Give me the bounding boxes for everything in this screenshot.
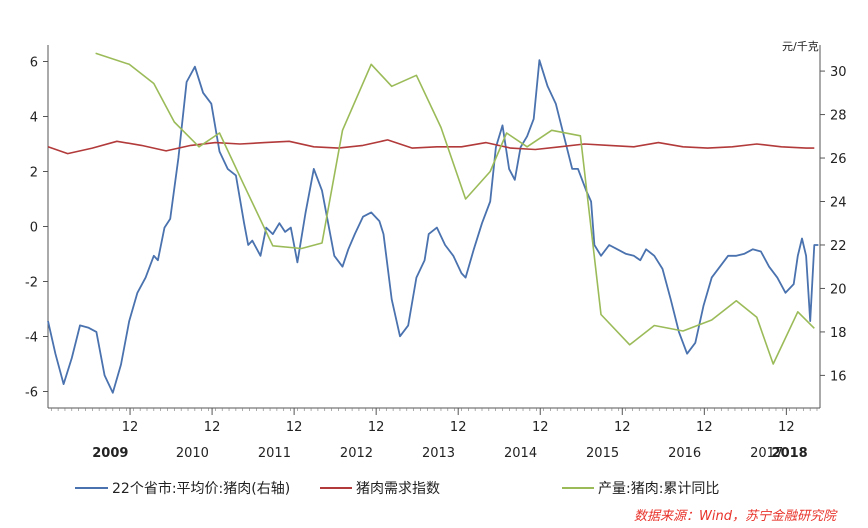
right-tick-label: 28 xyxy=(830,109,847,124)
right-tick-label: 30 xyxy=(830,65,847,80)
x-year-label: 2016 xyxy=(668,446,701,461)
x-month-label: 12 xyxy=(286,420,303,435)
series-line-2 xyxy=(47,139,815,155)
left-tick-label: 4 xyxy=(30,111,38,126)
x-month-label: 12 xyxy=(204,420,221,435)
axes-layer xyxy=(43,45,825,415)
right-tick-label: 24 xyxy=(830,196,847,211)
series-line-3 xyxy=(95,52,815,365)
left-tick-label: 6 xyxy=(30,56,38,71)
x-month-label: 12 xyxy=(122,420,139,435)
right-tick-label: 16 xyxy=(830,369,847,384)
source-note: 数据来源：Wind，苏宁金融研究院 xyxy=(634,508,838,524)
series-layer xyxy=(47,52,819,394)
right-axis-unit-label: 元/千克 xyxy=(782,40,819,53)
x-year-label: 2018 xyxy=(772,446,808,461)
left-tick-label: -4 xyxy=(25,331,38,346)
x-year-label: 2009 xyxy=(92,446,128,461)
left-tick-label: 2 xyxy=(30,166,38,181)
x-year-label: 2017 xyxy=(750,446,783,461)
right-tick-label: 18 xyxy=(830,326,847,341)
x-month-label: 12 xyxy=(450,420,467,435)
x-month-label: 12 xyxy=(368,420,385,435)
x-month-label: 12 xyxy=(778,420,795,435)
right-tick-label: 26 xyxy=(830,152,847,167)
left-tick-label: -2 xyxy=(25,276,38,291)
x-year-label: 2013 xyxy=(422,446,455,461)
legend: 22个省市:平均价:猪肉(右轴) 猪肉需求指数 产量:猪肉:累计同比 xyxy=(75,480,719,497)
x-year-label: 2010 xyxy=(176,446,209,461)
x-year-label: 2014 xyxy=(504,446,537,461)
legend-label-1: 22个省市:平均价:猪肉(右轴) xyxy=(112,480,290,497)
left-tick-label: -6 xyxy=(25,386,38,401)
series-line-1 xyxy=(47,59,819,394)
legend-label-2: 猪肉需求指数 xyxy=(356,481,440,497)
x-year-label: 2012 xyxy=(340,446,373,461)
x-year-label: 2011 xyxy=(258,446,291,461)
x-month-label: 12 xyxy=(532,420,549,435)
x-month-label: 12 xyxy=(614,420,631,435)
legend-label-3: 产量:猪肉:累计同比 xyxy=(598,481,719,497)
right-tick-label: 20 xyxy=(830,282,847,297)
x-year-label: 2015 xyxy=(586,446,619,461)
right-tick-label: 22 xyxy=(830,239,847,254)
left-tick-label: 0 xyxy=(30,221,38,236)
x-month-label: 12 xyxy=(696,420,713,435)
